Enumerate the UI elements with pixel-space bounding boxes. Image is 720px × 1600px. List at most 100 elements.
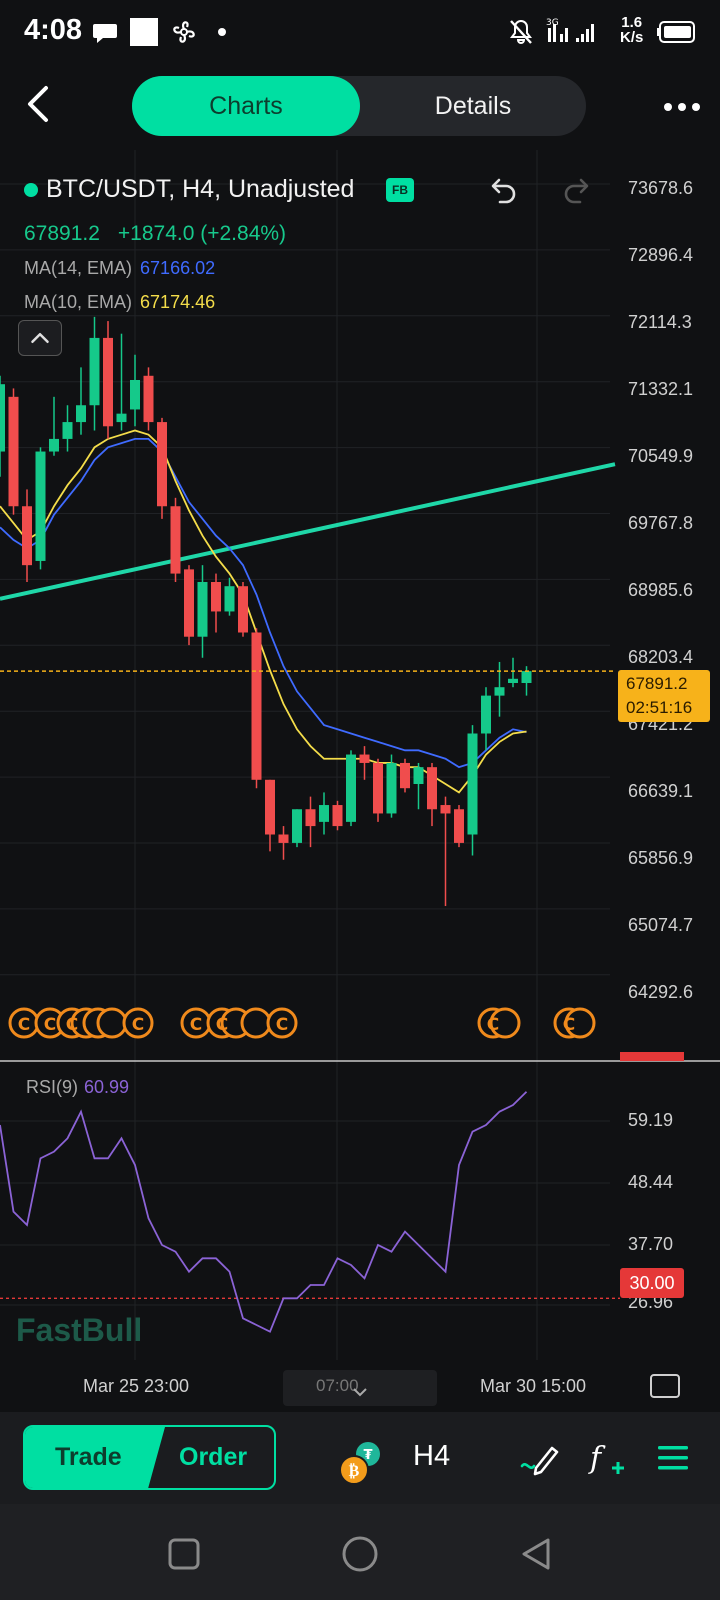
- signal-icon: 3G: [546, 18, 594, 42]
- ma14-legend: MA(14, EMA) 67166.02: [24, 258, 216, 278]
- event-marker-letter: C: [66, 1015, 78, 1035]
- more-options-icon[interactable]: [662, 92, 702, 122]
- candle-bearish: [265, 779, 275, 835]
- trade-order-switch: Trade Order: [23, 1425, 276, 1490]
- draw-pencil-icon[interactable]: [518, 1436, 562, 1480]
- network-speed: 1.6 K/s: [620, 14, 644, 46]
- candle-bearish: [440, 805, 451, 814]
- undo-icon[interactable]: [484, 172, 520, 208]
- candle-bullish: [62, 422, 73, 439]
- candle-bearish: [22, 506, 32, 566]
- rsi-legend: RSI(9) 60.99: [26, 1077, 130, 1097]
- rsi-value: 60.99: [84, 1077, 130, 1097]
- event-marker-icon: [240, 1007, 272, 1039]
- candle-bearish: [305, 809, 316, 827]
- rsi-line: [0, 1091, 528, 1333]
- candle-bullish: [89, 337, 100, 406]
- event-marker-letter: C: [487, 1015, 499, 1035]
- trade-button[interactable]: Trade: [25, 1427, 165, 1488]
- ma10-line: [0, 429, 527, 794]
- last-price: 67891.2: [24, 222, 100, 245]
- candle-bullish: [494, 687, 505, 696]
- y-axis-label: 65074.7: [628, 915, 694, 935]
- back-arrow-icon[interactable]: [20, 84, 60, 124]
- candle-bearish: [427, 767, 437, 810]
- candle-bearish: [184, 569, 194, 637]
- status-time: 4:08: [24, 14, 83, 46]
- candle-bearish: [238, 586, 248, 633]
- bitcoin-tether-icon[interactable]: ₮₿: [338, 1440, 384, 1486]
- y-axis-label: 71332.1: [628, 379, 694, 399]
- panel-tag-fragment: [620, 1052, 684, 1061]
- candle-bearish: [157, 422, 167, 507]
- candle-bearish: [454, 809, 464, 843]
- ma14-line: [0, 438, 527, 769]
- candle-bullish: [49, 438, 59, 452]
- candle-bullish: [0, 384, 5, 452]
- fullscreen-icon[interactable]: [650, 1374, 680, 1398]
- candle-bullish: [319, 805, 329, 822]
- chevron-down-icon[interactable]: [352, 1386, 368, 1398]
- event-marker-icon: [96, 1007, 128, 1039]
- y-axis-label: 66639.1: [628, 781, 694, 801]
- candle-bullish: [521, 671, 532, 683]
- redo-icon[interactable]: [560, 172, 596, 208]
- candle-bearish: [359, 754, 370, 763]
- candle-bullish: [508, 678, 518, 683]
- rsi-axis-label: 48.44: [628, 1172, 674, 1192]
- svg-text:f: f: [588, 1441, 606, 1476]
- candle-bullish: [386, 762, 397, 814]
- candle-bullish: [116, 413, 127, 423]
- y-axis-label: 68985.6: [628, 580, 694, 600]
- candle-bullish: [197, 581, 208, 637]
- x-axis-label-left: Mar 25 23:00: [83, 1376, 190, 1396]
- square-icon: [130, 18, 158, 46]
- candle-bullish: [413, 767, 424, 784]
- y-axis-label: 72896.4: [628, 245, 694, 265]
- current-price-tag: 67891.2 02:51:16: [618, 670, 710, 722]
- symbol-title[interactable]: BTC/USDT, H4, Unadjusted: [46, 175, 355, 203]
- battery-icon: [657, 21, 695, 43]
- menu-icon[interactable]: [652, 1436, 696, 1480]
- time-scrubber[interactable]: [283, 1370, 437, 1406]
- candle-bullish: [76, 405, 86, 423]
- back-triangle-icon[interactable]: [516, 1534, 556, 1574]
- system-nav-bar: [0, 1504, 720, 1600]
- candle-bearish: [251, 632, 262, 780]
- svg-text:₿: ₿: [349, 1461, 360, 1480]
- candle-bullish: [292, 809, 302, 843]
- dot-icon: [218, 28, 226, 36]
- interval-selector[interactable]: H4: [413, 1440, 451, 1472]
- fb-badge: FB: [386, 178, 414, 202]
- y-axis-label: 70549.9: [628, 446, 694, 466]
- x-axis-label-center: 07:00: [316, 1376, 359, 1395]
- live-indicator-dot: [24, 183, 38, 197]
- order-button[interactable]: Order: [179, 1443, 248, 1471]
- price-change-line: 67891.2 +1874.0 (+2.84%): [24, 222, 304, 246]
- tab-details[interactable]: Details: [434, 92, 512, 120]
- event-marker-icon: [266, 1007, 298, 1039]
- candle-bearish: [332, 805, 343, 827]
- candle-bullish: [481, 695, 491, 734]
- trendline: [0, 462, 616, 601]
- event-marker-letter: C: [132, 1015, 144, 1035]
- svg-text:₮: ₮: [363, 1448, 372, 1463]
- candle-bullish: [35, 451, 46, 561]
- y-axis-label: 65856.9: [628, 848, 694, 868]
- recents-square-icon[interactable]: [164, 1534, 204, 1574]
- message-icon: [93, 24, 117, 43]
- y-axis-label: 72114.3: [628, 312, 692, 332]
- event-marker-letter: C: [216, 1015, 228, 1035]
- event-marker-letter: C: [44, 1015, 56, 1035]
- candle-bearish: [143, 375, 154, 423]
- home-circle-icon[interactable]: [340, 1534, 380, 1574]
- tab-charts[interactable]: Charts: [132, 76, 360, 136]
- candle-bullish: [224, 586, 235, 612]
- mute-icon: [510, 19, 532, 44]
- collapse-chevron-icon[interactable]: [18, 320, 62, 356]
- indicator-function-icon[interactable]: f: [586, 1436, 630, 1480]
- candle-bullish: [467, 733, 478, 835]
- ma14-value: 67166.02: [140, 258, 216, 278]
- candle-bearish: [211, 581, 221, 612]
